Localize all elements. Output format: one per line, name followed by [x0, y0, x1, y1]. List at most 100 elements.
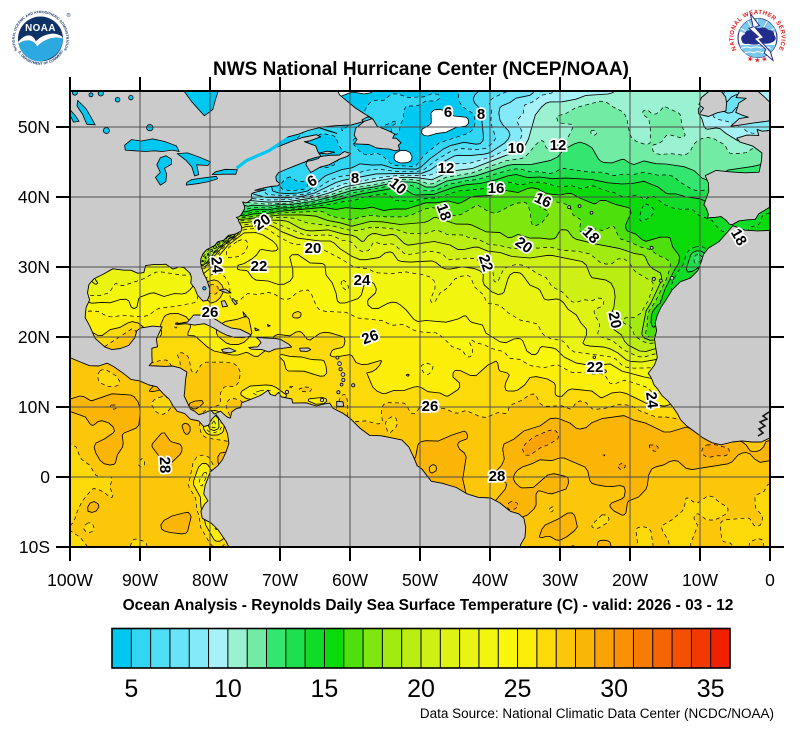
lon-tick-label: 40W: [472, 570, 508, 590]
isotherm-label: 22: [251, 258, 268, 275]
colorbar-cell: [343, 628, 364, 668]
small-island: [577, 204, 582, 208]
small-island: [351, 383, 356, 388]
axis-labels: 100W 90W 80W 70W 60W 50W 40W 30W 20W 10W 0 50N 40N 30…: [18, 117, 775, 590]
svg-text:★ ★ ★: ★ ★ ★: [745, 55, 768, 64]
nws-lightning-bolt-icon: [748, 13, 774, 62]
colorbar-tick-label: 10: [214, 675, 242, 703]
lon-tick-label: 50W: [402, 570, 438, 590]
isotherm-label: 24: [354, 272, 371, 289]
lat-tick-label: 10N: [18, 397, 50, 417]
colorbar-tick-label: 25: [504, 675, 532, 703]
colorbar-cell: [150, 628, 170, 668]
graticule: [70, 91, 770, 547]
small-island: [315, 249, 319, 253]
continents-coastline: [70, 91, 770, 547]
data-source-note: Data Source: National Climatic Data Cent…: [420, 706, 774, 721]
isotherm-label: 16: [488, 180, 505, 197]
colorbar-cell: [382, 628, 402, 668]
isotherm-label: 26: [202, 304, 219, 321]
lon-tick-label: 100W: [47, 570, 93, 590]
small-island: [669, 276, 675, 281]
small-island: [649, 245, 654, 250]
map-subtitle: Ocean Analysis - Reynolds Daily Sea Surf…: [123, 597, 734, 614]
sst-band: [70, 222, 770, 363]
small-island: [339, 382, 344, 387]
colorbar-cell: [594, 628, 615, 668]
colorbar-cell: [556, 628, 576, 668]
colorbar-tick-label: 35: [697, 675, 725, 703]
colorbar-cell: [517, 628, 537, 668]
noaa-wordmark: NOAA: [25, 23, 56, 34]
lon-tick-label: 80W: [192, 570, 228, 590]
small-lake: [88, 92, 94, 98]
lat-tick-label: 40N: [18, 187, 50, 207]
small-lake: [72, 91, 78, 96]
colorbar-cell: [498, 628, 518, 668]
sst-band: [70, 200, 770, 341]
colorbar-cell: [266, 628, 286, 668]
small-lake: [202, 286, 207, 291]
land-masses: [70, 91, 770, 547]
small-island: [337, 361, 342, 366]
isotherm-label: 12: [550, 137, 567, 154]
colorbar-cell: [363, 628, 383, 668]
lon-tick-label: 10W: [682, 570, 718, 590]
colorbar-tick-label: 20: [407, 675, 435, 703]
isotherm-label: 8: [351, 170, 359, 187]
colorbar-cell: [691, 628, 711, 668]
colorbar-cell: [131, 628, 151, 668]
colorbar-cell: [652, 628, 673, 668]
senegal-rivers: [757, 411, 770, 437]
lat-tick-label: 20N: [18, 327, 50, 347]
isotherm-label: 12: [438, 160, 455, 177]
isotherm-label: 24: [207, 256, 225, 275]
sst-band: [70, 187, 770, 338]
colorbar-cell: [208, 628, 228, 668]
small-island: [592, 355, 596, 359]
noaa-emblem-sea: [18, 37, 63, 62]
noaa-seagull-icon: [18, 33, 63, 47]
colorbar-cell: [633, 628, 653, 668]
colorbar-cell: [227, 628, 248, 668]
small-island: [651, 276, 656, 281]
lat-tick-label: 10S: [19, 537, 50, 557]
page-title: NWS National Hurricane Center (NCEP/NOAA…: [213, 59, 629, 80]
small-lake: [97, 91, 104, 97]
colorbar-cell: [401, 628, 421, 668]
lat-tick-label: 30N: [18, 257, 50, 277]
colorbar-cell: [710, 628, 730, 668]
small-island: [319, 397, 325, 403]
colorbar-tick-label: 5: [124, 675, 138, 703]
nws-stars: ★ ★ ★: [745, 55, 768, 64]
colorbar-cell: [112, 628, 132, 668]
lakes-fill: [70, 91, 238, 186]
small-island: [338, 367, 343, 372]
colorbar-cell: [478, 628, 499, 668]
colorbar-cell: [575, 628, 595, 668]
colorbar-cell: [672, 628, 692, 668]
colorbar-cell: [324, 628, 344, 668]
isotherm-label: 20: [305, 240, 322, 257]
small-island: [284, 389, 290, 395]
colorbar-cell: [169, 628, 190, 668]
colorbar-cell: [614, 628, 634, 668]
colorbar-cell: [536, 628, 557, 668]
small-lake: [103, 127, 110, 134]
colorbar-cell: [421, 628, 441, 668]
sst-band: [70, 214, 770, 344]
temperature-colorbar: 5 10 15 20 25 30 35: [111, 627, 731, 703]
small-lake: [146, 124, 154, 132]
isotherm-label: 6: [444, 104, 452, 121]
colorbar-cell: [189, 628, 209, 668]
isotherm-label: 22: [587, 359, 604, 376]
small-island: [341, 377, 346, 382]
nws-logo: NATIONAL WEATHER SERVICE ★ ★ ★: [728, 9, 786, 67]
sst-band: [70, 91, 484, 194]
small-island: [335, 355, 340, 360]
map-frame: [69, 90, 771, 548]
lon-tick-label: 90W: [122, 570, 158, 590]
colorbar-cell: [305, 628, 325, 668]
